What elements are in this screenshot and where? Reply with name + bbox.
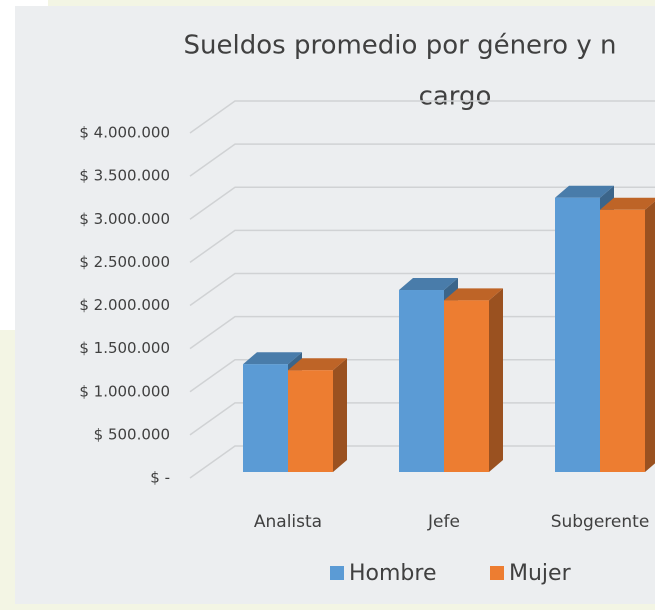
bar-face — [288, 370, 333, 472]
legend-label: Mujer — [509, 561, 572, 586]
grid-line — [189, 229, 655, 263]
bar-face — [600, 209, 645, 473]
bar-face — [645, 201, 655, 472]
grid-line — [189, 272, 655, 307]
bar — [288, 358, 347, 472]
x-tick-label: Analista — [254, 512, 322, 532]
y-tick-label: $ 2.500.000 — [79, 253, 170, 271]
bar-face — [555, 185, 614, 198]
bar-face — [555, 197, 600, 472]
y-tick-label: $ - — [150, 469, 170, 487]
grid-line — [189, 143, 655, 177]
bar-face — [288, 358, 347, 371]
bar — [444, 288, 503, 472]
grid-line — [189, 445, 655, 479]
legend-swatch — [330, 566, 344, 580]
x-tick-label: Jefe — [427, 512, 460, 532]
bar — [600, 197, 655, 473]
bar-face — [333, 358, 347, 472]
chart-panel — [15, 6, 655, 604]
bar-face — [444, 288, 503, 301]
legend-swatch — [490, 566, 504, 580]
bar-face — [600, 197, 655, 210]
chart-title: Sueldos promedio por género y n — [184, 31, 617, 61]
grid-line — [189, 186, 655, 220]
legend-label: Hombre — [349, 561, 437, 586]
x-tick-label: Subgerente — [551, 512, 650, 532]
y-tick-label: $ 2.000.000 — [79, 296, 170, 314]
grid-line — [189, 315, 655, 350]
bar-face — [243, 364, 288, 472]
grid-line — [189, 100, 655, 134]
y-tick-label: $ 3.500.000 — [79, 167, 170, 185]
y-tick-label: $ 4.000.000 — [79, 124, 170, 142]
grid-line — [189, 402, 655, 436]
grid-line — [189, 359, 655, 393]
y-tick-label: $ 500.000 — [94, 425, 170, 443]
bar-face — [489, 288, 503, 472]
y-tick-label: $ 3.000.000 — [79, 210, 170, 228]
y-tick-label: $ 1.000.000 — [79, 382, 170, 400]
bar-face — [444, 300, 489, 472]
y-tick-label: $ 1.500.000 — [79, 339, 170, 357]
bar-face — [399, 278, 458, 291]
chart-title: cargo — [419, 82, 492, 112]
bar-face — [243, 352, 302, 365]
bar-face — [399, 290, 444, 472]
